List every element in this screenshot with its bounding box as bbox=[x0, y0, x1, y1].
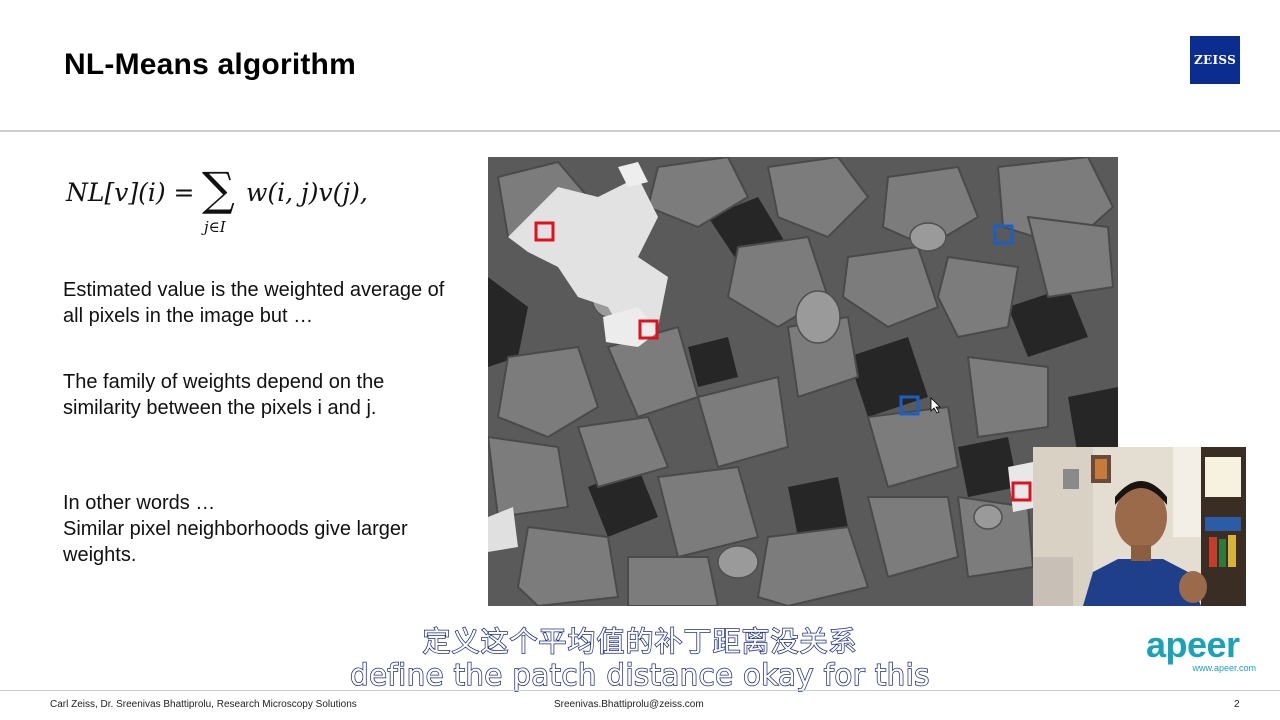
blue-patch-1 bbox=[993, 224, 1014, 245]
apeer-logo: apeer www.apeer.com bbox=[1146, 624, 1260, 674]
paragraph-in-other-words: In other words … Similar pixel neighborh… bbox=[63, 490, 463, 568]
slide-title: NL-Means algorithm bbox=[64, 48, 356, 81]
paragraph-weights-similarity: The family of weights depend on the simi… bbox=[63, 371, 385, 419]
blue-patch-2 bbox=[899, 395, 920, 416]
paragraph-weighted-average: Estimated value is the weighted average … bbox=[63, 279, 445, 327]
apeer-logo-word: apeer bbox=[1146, 624, 1240, 665]
footer-email: Sreenivas.Bhattiprolu@zeiss.com bbox=[554, 699, 704, 710]
red-patch-2 bbox=[638, 319, 659, 340]
formula-sum-symbol: ∑ bbox=[202, 162, 235, 216]
apeer-logo-url: www.apeer.com bbox=[1192, 663, 1256, 673]
page-number: 2 bbox=[1234, 699, 1240, 710]
nl-means-formula: NL[v](i) = ∑ j∈I w(i, j)v(j), bbox=[66, 166, 406, 246]
footer-author: Carl Zeiss, Dr. Sreenivas Bhattiprolu, R… bbox=[50, 699, 357, 710]
micro-ct-image-svg bbox=[488, 157, 1118, 606]
red-patch-3 bbox=[1011, 481, 1032, 502]
formula-rhs: w(i, j)v(j), bbox=[246, 178, 368, 207]
zeiss-logo: ZEISS bbox=[1190, 36, 1240, 84]
micro-ct-image bbox=[488, 157, 1118, 606]
cursor-icon bbox=[930, 397, 941, 414]
subtitle-chinese: 定义这个平均值的补丁距离没关系 bbox=[422, 624, 858, 659]
presenter-webcam-svg bbox=[1033, 447, 1246, 606]
formula-sum-subscript: j∈I bbox=[204, 218, 226, 236]
paragraph-in-other-words-line2: Similar pixel neighborhoods give larger … bbox=[63, 518, 408, 566]
formula-lhs: NL[v](i) = bbox=[66, 178, 195, 207]
header-divider bbox=[0, 130, 1280, 132]
presenter-webcam bbox=[1033, 447, 1246, 606]
red-patch-1 bbox=[534, 221, 555, 242]
subtitle-english: define the patch distance okay for this bbox=[349, 657, 930, 693]
zeiss-logo-text: ZEISS bbox=[1193, 53, 1237, 67]
footer-divider bbox=[0, 690, 1280, 691]
paragraph-in-other-words-line1: In other words … bbox=[63, 492, 216, 514]
